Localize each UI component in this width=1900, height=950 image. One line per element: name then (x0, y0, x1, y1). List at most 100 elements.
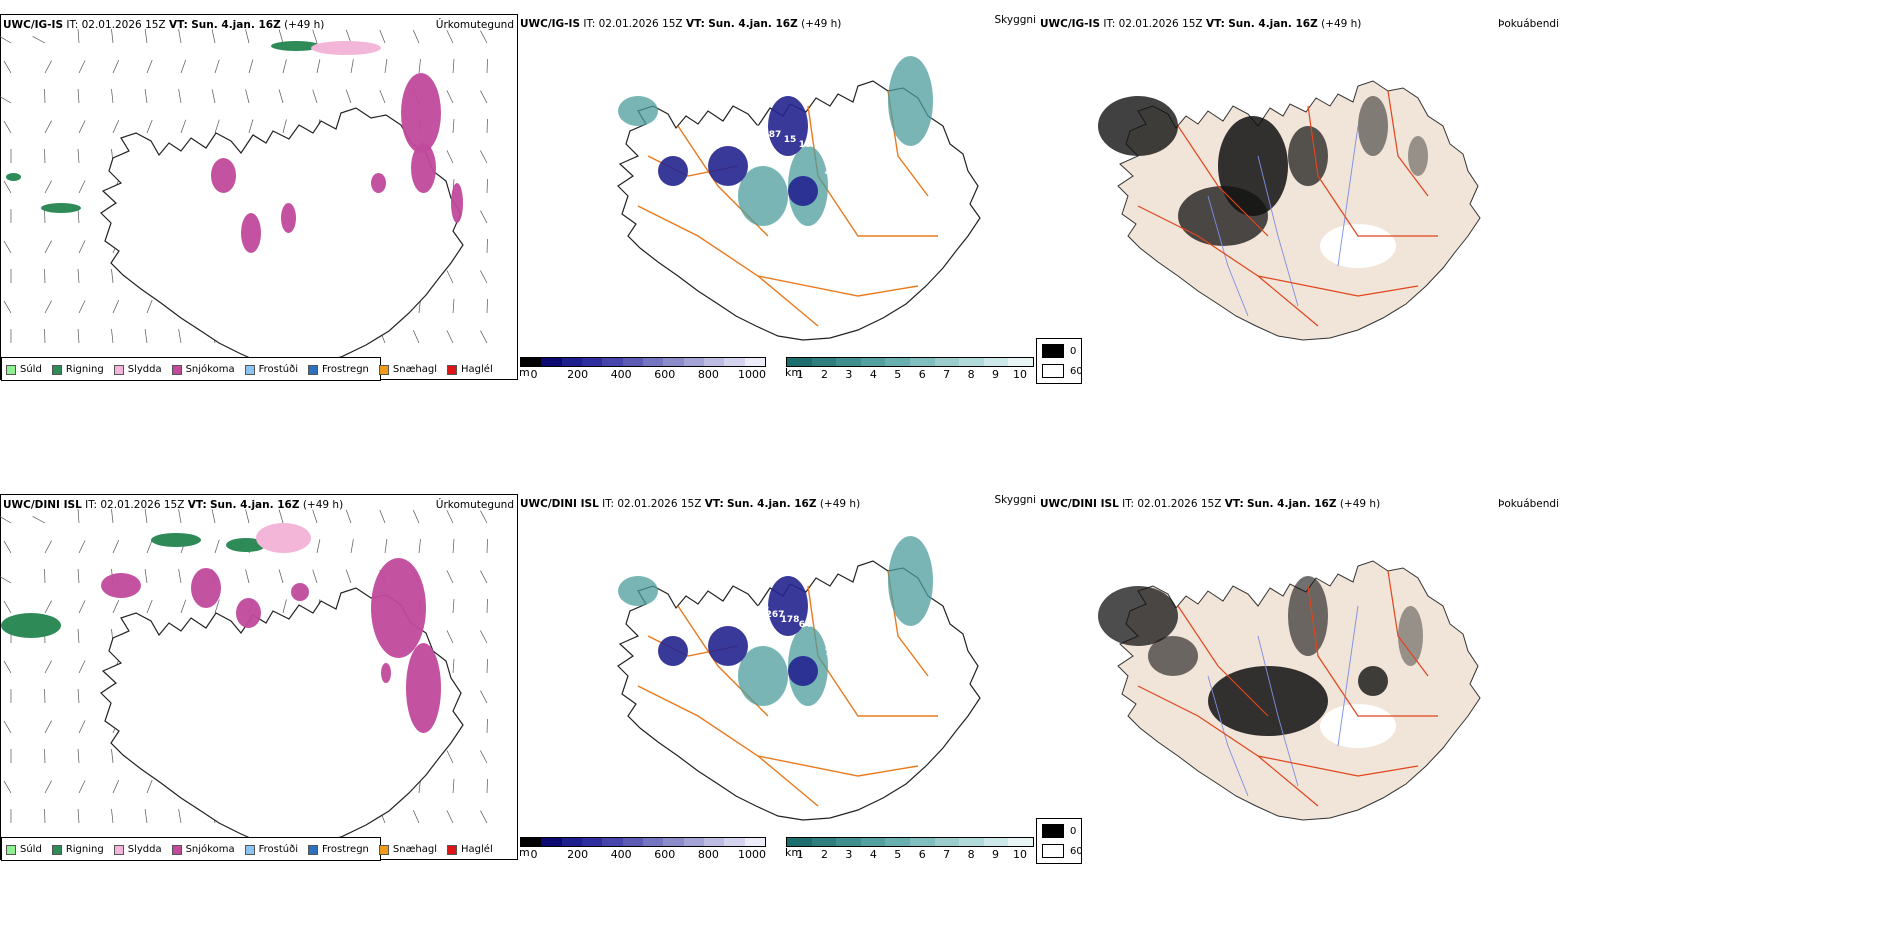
colorbar-cell (642, 358, 664, 366)
legend-label: Snjókoma (185, 844, 235, 855)
ceiling-colorbar: 0 200 400 600 800 1000 m (519, 357, 766, 381)
panel-tag: Skyggni (994, 494, 1037, 506)
low-visibility-area (738, 646, 788, 706)
clear-area (1320, 704, 1396, 748)
wind-barb (44, 148, 46, 164)
ceiling-label: 292 (609, 519, 628, 529)
rain-area (226, 538, 266, 552)
wind-barb (452, 58, 455, 74)
wind-barb (44, 208, 46, 224)
ceiling-label: 90 (728, 97, 741, 107)
visibility-map: 292 530 422 70 88 149 226 267 443 602 264 307 178 171… (609, 519, 981, 821)
wind-barb (312, 569, 318, 584)
legend-item: Slydda (113, 844, 162, 855)
wind-barb (379, 509, 386, 524)
colorbar-tick-label: 2 (820, 848, 828, 861)
wind-barb (245, 509, 250, 524)
fog-area (1288, 576, 1328, 656)
fog-swatch-black (1042, 344, 1064, 358)
it-label: IT: (85, 499, 98, 511)
wind-barb (0, 36, 12, 44)
low-ceiling-area (708, 626, 748, 666)
wind-barb (278, 569, 284, 584)
lead-time: (+49 h) (819, 498, 861, 510)
colorbar-cell (909, 838, 935, 846)
ceiling-label: 46 (825, 168, 838, 178)
it-label: IT: (66, 19, 79, 31)
legend-item: Snæhagl (378, 364, 437, 375)
wind-barb (486, 658, 488, 674)
legend-label: Haglél (461, 844, 493, 855)
low-ceiling-area (708, 146, 748, 186)
wind-barb (248, 119, 254, 134)
init-time: 02.01.2026 15Z (81, 19, 166, 31)
wind-barb (77, 568, 80, 584)
wind-barb (282, 119, 287, 134)
wind-barb (44, 600, 52, 614)
colorbar-cell (959, 358, 984, 366)
wind-barb (111, 509, 114, 524)
fog-area (1288, 126, 1328, 186)
colorbar-tick-label: 6 (918, 368, 926, 381)
road (1307, 585, 1438, 717)
colorbar-cell (934, 358, 960, 366)
wind-barb (446, 330, 454, 344)
wind-barb (452, 538, 455, 554)
low-ceiling-area (768, 96, 808, 156)
ceiling-label: 77 (657, 534, 670, 544)
colorbar-tick-label: 2 (820, 368, 828, 381)
wind-barb (44, 60, 52, 74)
ceiling-label: 44 (754, 125, 767, 135)
legend-item: Frostregn (308, 364, 369, 375)
snow-area (411, 143, 436, 193)
wind-barb (480, 330, 488, 344)
fog-area (1358, 666, 1388, 696)
ceiling-label: 307 (710, 572, 729, 582)
snow-area (371, 173, 386, 193)
wind-barb (178, 329, 182, 344)
sleet-area (256, 523, 311, 553)
wind-barb (78, 120, 86, 134)
wind-barb (112, 780, 120, 794)
wind-barb (77, 328, 80, 344)
wind-barb (44, 268, 46, 284)
road-network (1137, 90, 1438, 327)
legend-item: Rigning (51, 844, 104, 855)
vt-label: VT: (685, 18, 705, 30)
colorbar-cell (541, 838, 562, 846)
wind-barb (480, 90, 488, 104)
visibility-panel-2: UWC/DINI ISL IT: 02.01.2026 15Z VT: Sun.… (518, 494, 1038, 861)
wind-barb (78, 300, 86, 314)
legend-item: Frostregn (308, 844, 369, 855)
wind-barb (111, 269, 114, 284)
wind-barb (278, 89, 284, 104)
legend-swatch (6, 364, 16, 375)
ceiling-label: 602 (908, 696, 927, 706)
precip-map (0, 28, 488, 368)
colorbar-tick-label: 200 (567, 848, 589, 861)
wind-barb (446, 630, 454, 644)
snow-area (236, 598, 261, 628)
colorbar-cell (860, 838, 886, 846)
iceland-map-group (1098, 560, 1481, 821)
ceiling-label: 215 (740, 582, 759, 592)
colorbar-cell (683, 358, 704, 366)
colorbar-cell (581, 358, 603, 366)
wind-barb (146, 539, 153, 554)
wind-barb (3, 780, 12, 794)
lead-time: (+49 h) (284, 19, 325, 31)
colorbar-tick-label: 4 (869, 368, 877, 381)
fog-legend-label: 60 (1070, 845, 1083, 857)
visibility-colorbar: 1 2 3 4 5 6 7 8 9 10 km (785, 837, 1034, 861)
wind-barb (480, 750, 488, 764)
sleet-area (311, 41, 381, 55)
wind-barb (452, 598, 455, 614)
ceiling-label: 28 (941, 226, 954, 236)
valid-time: Sun. 4.jan. 16Z (1247, 498, 1337, 510)
wind-barb (312, 89, 318, 104)
fog-swatch-white (1042, 844, 1064, 858)
road (757, 755, 919, 777)
legend-label: Súld (20, 844, 42, 855)
wind-barb (180, 59, 187, 74)
colorbar-tick-label: 1000 (738, 848, 766, 861)
